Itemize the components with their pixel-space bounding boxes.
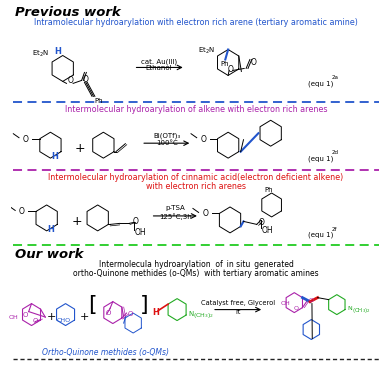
Text: 125°C,3h: 125°C,3h (159, 213, 192, 220)
Text: H: H (54, 47, 61, 56)
Text: +: + (75, 142, 85, 155)
Text: Et$_2$N: Et$_2$N (31, 48, 49, 59)
Text: +: + (47, 312, 56, 321)
Text: O: O (228, 65, 234, 74)
Text: Previous work: Previous work (15, 6, 121, 19)
Text: O: O (33, 317, 38, 324)
Text: +: + (71, 215, 82, 228)
Text: (equ 1): (equ 1) (309, 155, 334, 161)
Text: O: O (83, 75, 89, 84)
Text: Our work: Our work (15, 248, 84, 261)
Text: [: [ (88, 295, 97, 315)
Text: O: O (309, 298, 314, 303)
Text: CHO: CHO (56, 317, 71, 323)
Text: Ph: Ph (264, 187, 273, 193)
Text: Et$_2$N: Et$_2$N (198, 45, 215, 56)
Text: OH: OH (280, 301, 290, 306)
Text: with electron rich arenes: with electron rich arenes (146, 182, 246, 191)
Text: Ortho-Quinone methides (o-QMs): Ortho-Quinone methides (o-QMs) (42, 348, 169, 357)
Text: N: N (347, 306, 352, 310)
Text: rt: rt (235, 308, 240, 315)
Text: O: O (259, 219, 265, 228)
Text: (CH$_3$)$_2$: (CH$_3$)$_2$ (193, 311, 214, 320)
Text: Intermolecula hydroarylation  of  in situ  generated: Intermolecula hydroarylation of in situ … (98, 260, 294, 269)
Text: H: H (51, 152, 58, 161)
Text: ]: ] (140, 295, 149, 315)
Text: 2f: 2f (332, 227, 338, 232)
Text: Intermolecular hydroarylation of alkene with electron rich arenes: Intermolecular hydroarylation of alkene … (65, 105, 327, 114)
Text: ortho-Quinone methides (o-QMs)  with tertiary aromatic amines: ortho-Quinone methides (o-QMs) with tert… (73, 269, 319, 278)
Text: O: O (251, 59, 257, 68)
Text: Ethanol: Ethanol (146, 65, 172, 72)
Text: cat. Au(III): cat. Au(III) (141, 59, 177, 65)
Text: O: O (133, 217, 139, 226)
Text: O: O (23, 135, 29, 144)
Text: (equ 1): (equ 1) (309, 81, 334, 87)
Text: N: N (188, 311, 193, 317)
Text: O: O (67, 76, 73, 85)
Text: 2d: 2d (332, 150, 339, 155)
Text: H: H (152, 308, 160, 317)
Text: Intramolecular hydroarylation with electron rich arene (tertiary aromatic amine): Intramolecular hydroarylation with elect… (34, 18, 358, 27)
Text: O: O (19, 208, 25, 217)
Text: Ph: Ph (221, 61, 229, 68)
Text: OH: OH (135, 228, 147, 237)
Text: Bi(OTf)₃: Bi(OTf)₃ (153, 132, 180, 139)
Text: +: + (80, 312, 89, 321)
Text: O: O (293, 306, 298, 310)
Text: Catalyst free, Glycerol: Catalyst free, Glycerol (201, 300, 275, 306)
Text: OH: OH (9, 315, 19, 320)
Text: (CH$_3$)$_2$: (CH$_3$)$_2$ (352, 306, 371, 315)
Text: 2a: 2a (332, 75, 339, 81)
Text: O: O (22, 312, 27, 317)
Text: Intermolecular hydroarylation of cinnamic acid(electron deficient alkene): Intermolecular hydroarylation of cinnami… (48, 173, 344, 182)
Text: H: H (47, 225, 54, 234)
Text: 100°C: 100°C (156, 140, 178, 146)
Text: OH: OH (261, 226, 273, 235)
Text: O: O (200, 135, 206, 144)
Text: (equ 1): (equ 1) (309, 232, 334, 239)
Text: O: O (202, 210, 208, 219)
Text: O: O (127, 311, 133, 317)
Text: p-TSA: p-TSA (165, 205, 185, 211)
Text: Ph: Ph (94, 99, 103, 104)
Text: O: O (105, 310, 111, 316)
